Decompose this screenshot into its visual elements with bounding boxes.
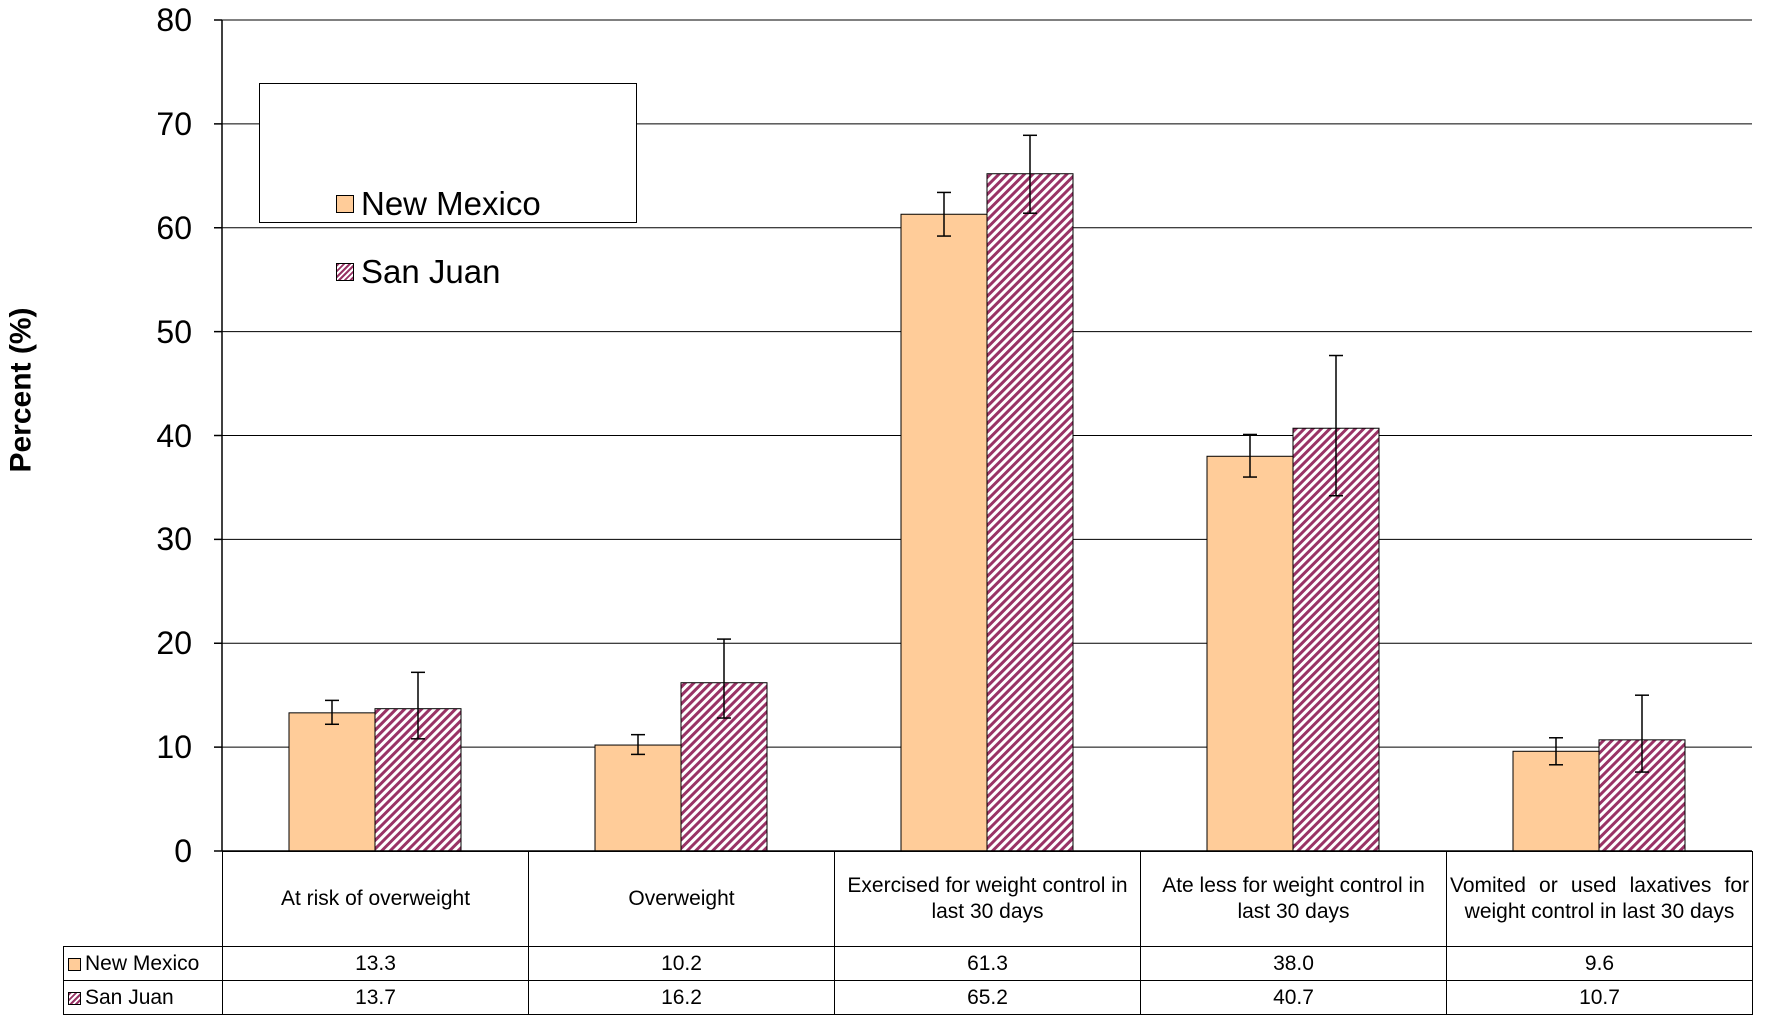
legend-label-new-mexico: New Mexico [361, 185, 541, 222]
row-label-san-juan: San Juan [85, 985, 174, 1009]
y-tick-label: 40 [156, 417, 192, 454]
y-tick-label: 10 [156, 729, 192, 766]
row-swatch-new-mexico [68, 957, 81, 971]
row-label-new-mexico: New Mexico [85, 951, 200, 975]
data-table-row-san-juan: San Juan 13.7 16.2 65.2 40.7 10.7 [63, 980, 1753, 1015]
value-cell: 40.7 [1140, 980, 1447, 1015]
legend-swatch-new-mexico [336, 195, 354, 213]
y-tick-label: 60 [156, 209, 192, 246]
value-cell: 10.7 [1446, 980, 1753, 1015]
y-tick-label: 50 [156, 313, 192, 350]
category-label-4: Ate less for weight control in last 30 d… [1140, 851, 1447, 947]
bar-new-mexico [594, 744, 682, 852]
row-swatch-san-juan [68, 991, 81, 1005]
data-table-row-new-mexico: New Mexico 13.3 10.2 61.3 38.0 9.6 [63, 946, 1753, 981]
bar-new-mexico [1206, 455, 1294, 852]
value-cell: 13.7 [222, 980, 529, 1015]
y-tick-label: 80 [156, 2, 192, 38]
value-cell: 61.3 [834, 946, 1141, 981]
bar-new-mexico [288, 712, 376, 852]
data-table-category-row: At risk of overweight Overweight Exercis… [63, 851, 1753, 947]
y-axis-title: Percent (%) [5, 307, 39, 473]
legend: New Mexico San Juan [259, 83, 637, 290]
category-label-2: Overweight [528, 851, 835, 947]
value-cell: 13.3 [222, 946, 529, 981]
legend-label-san-juan: San Juan [361, 253, 501, 290]
data-table: At risk of overweight Overweight Exercis… [63, 851, 1753, 1015]
row-header-san-juan: San Juan [63, 980, 223, 1015]
bar-new-mexico [900, 213, 988, 852]
y-tick-label: 20 [156, 625, 192, 662]
row-header-new-mexico: New Mexico [63, 946, 223, 981]
data-table-corner [63, 851, 223, 947]
value-cell: 16.2 [528, 980, 835, 1015]
bar-san-juan [986, 173, 1074, 852]
legend-swatch-san-juan [336, 263, 354, 281]
category-label-5: Vomited or used laxatives for weight con… [1446, 851, 1753, 947]
category-label-3: Exercised for weight control in last 30 … [834, 851, 1141, 947]
value-cell: 38.0 [1140, 946, 1447, 981]
y-tick-label: 30 [156, 521, 192, 558]
value-cell: 9.6 [1446, 946, 1753, 981]
value-cell: 65.2 [834, 980, 1141, 1015]
category-label-1: At risk of overweight [222, 851, 529, 947]
legend-item-new-mexico: New Mexico [336, 184, 541, 224]
bar-new-mexico [1512, 750, 1600, 852]
value-cell: 10.2 [528, 946, 835, 981]
legend-item-san-juan: San Juan [336, 252, 500, 292]
y-tick-label: 70 [156, 105, 192, 142]
